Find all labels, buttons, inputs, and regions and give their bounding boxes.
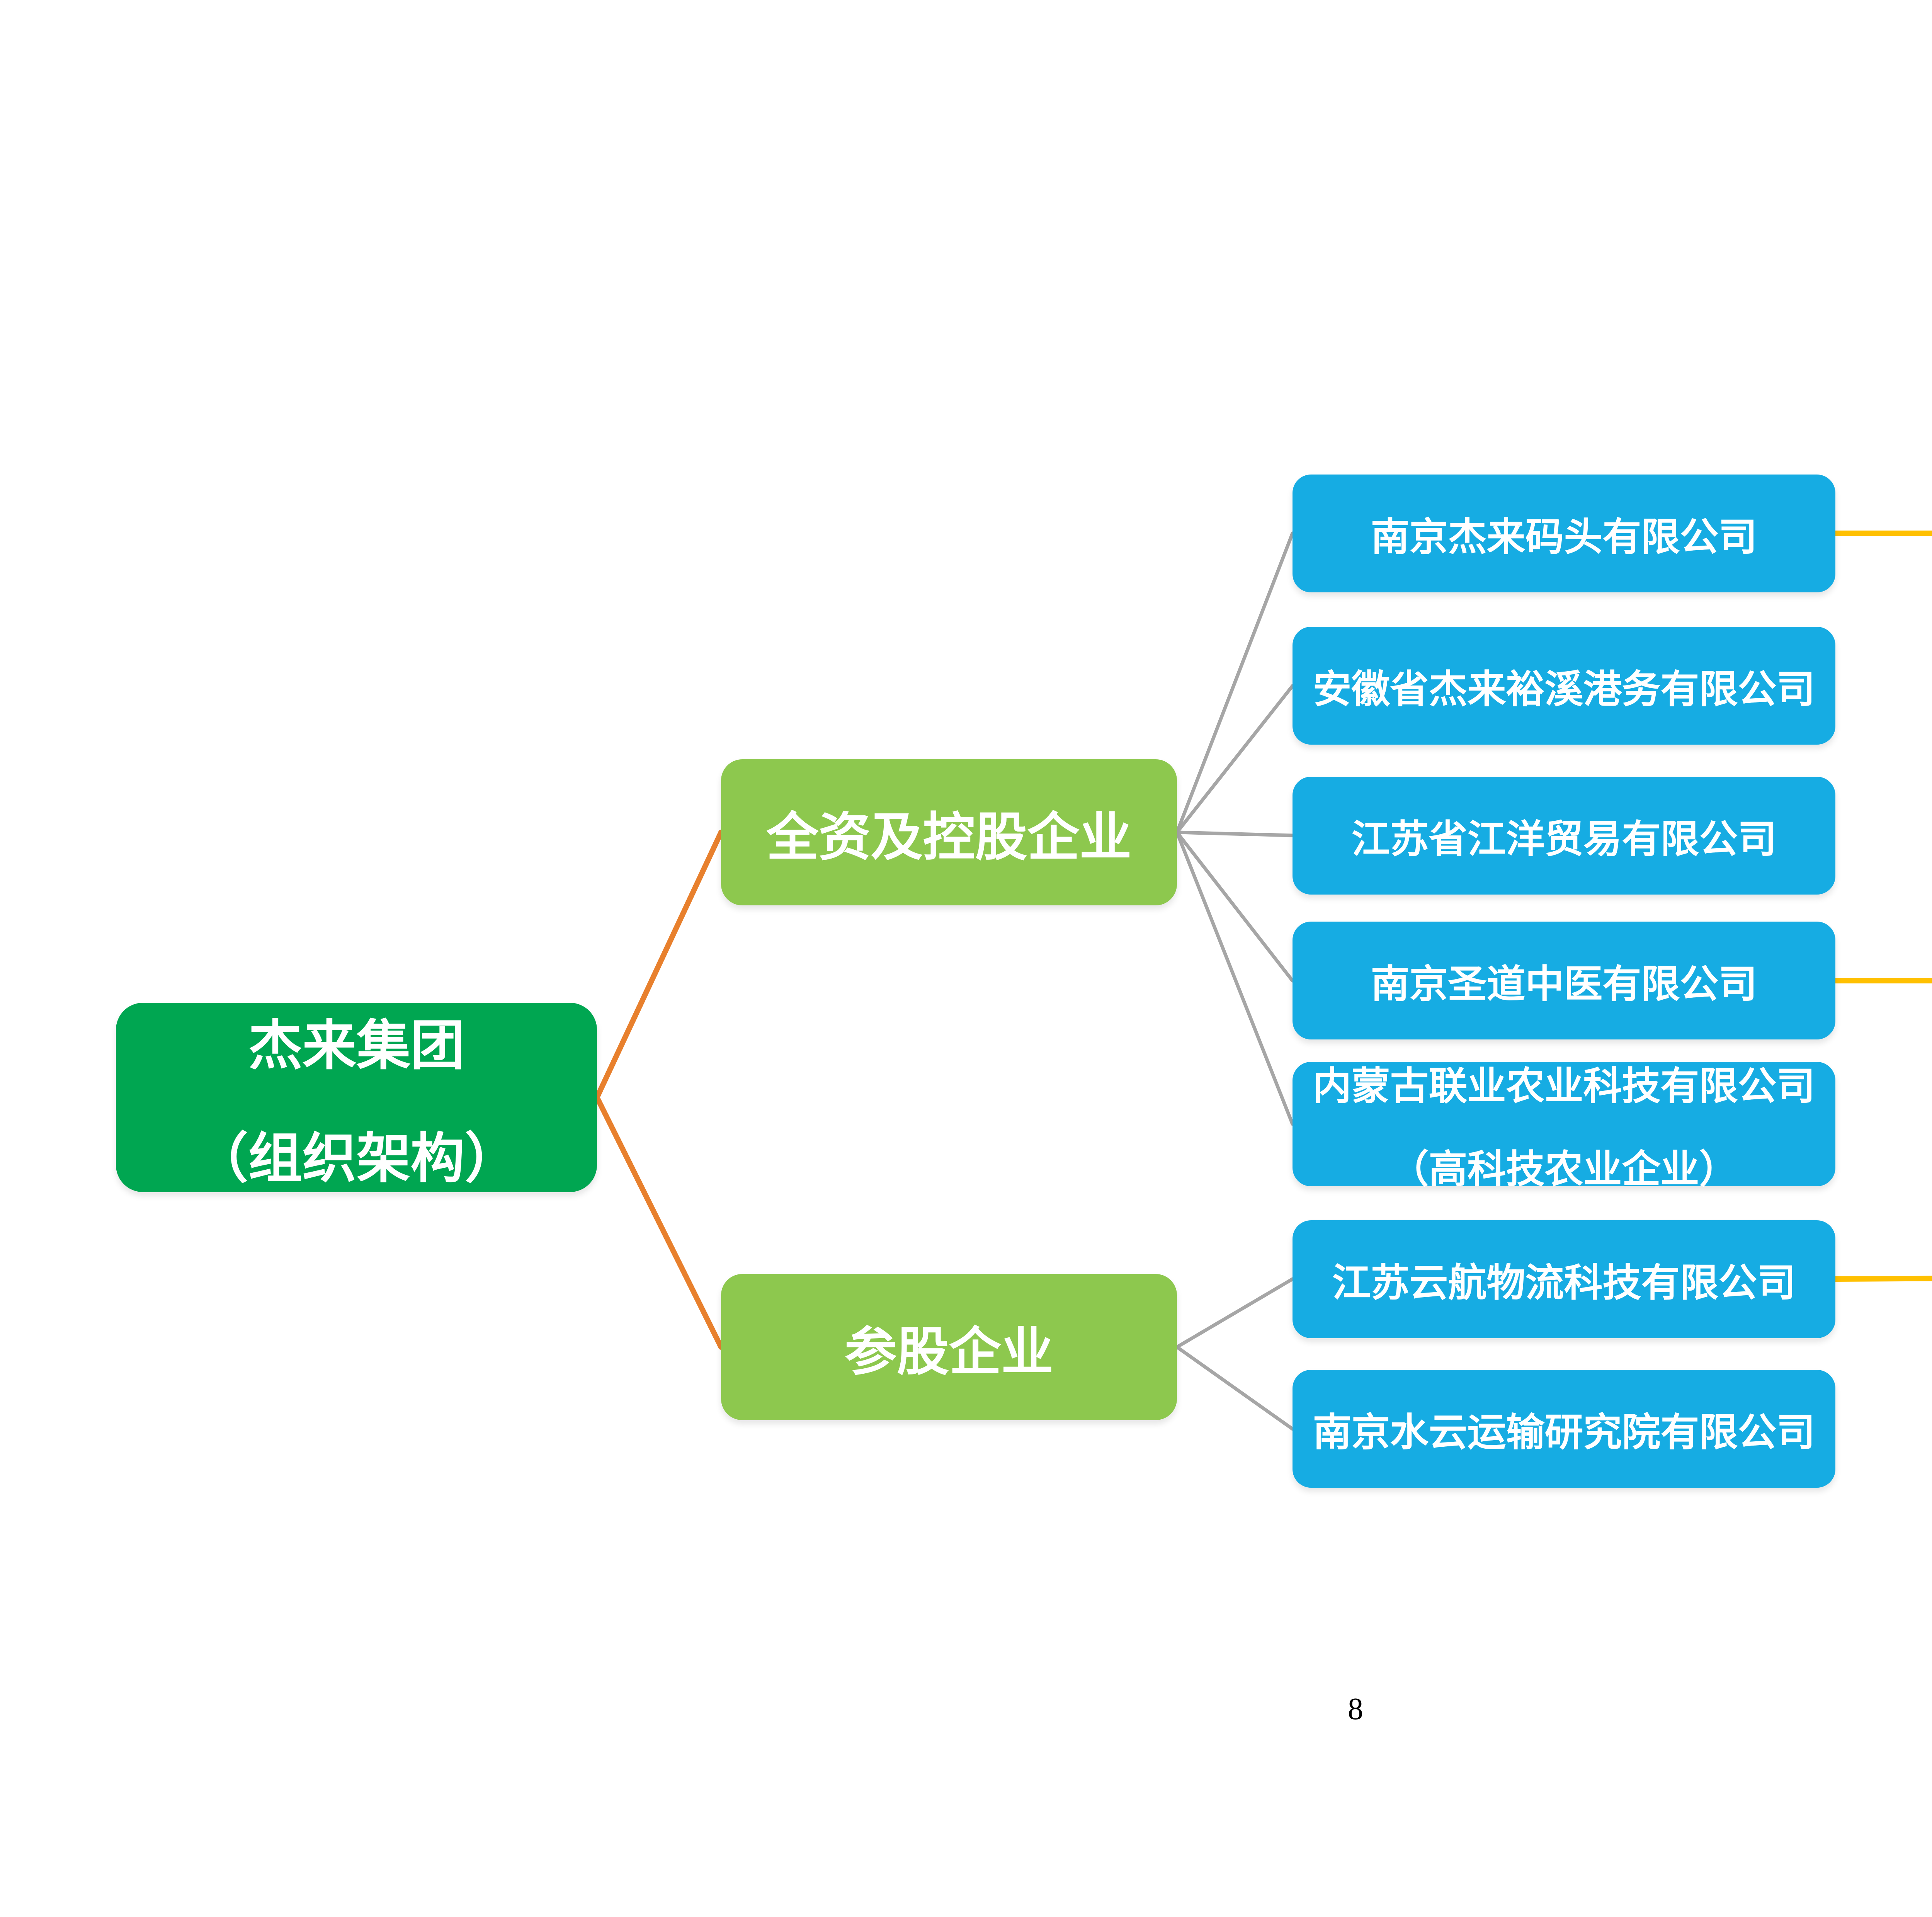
equity-group-label: 参股企业 <box>845 1323 1053 1381</box>
node-company-lianye-agri: 内蒙古联业农业科技有限公司 （高科技农业企业） <box>1293 1062 1835 1191</box>
node-holding-group: 全资及控股企业 <box>721 759 1177 905</box>
company-lianye-agri-label-line2: （高科技农业企业） <box>1390 1148 1738 1191</box>
company-shengdao-tcm-label: 南京圣道中医有限公司 <box>1371 963 1757 1006</box>
node-company-yuxi-port: 安徽省杰来裕溪港务有限公司 <box>1293 627 1835 745</box>
edge-holding-to-wharf <box>1175 531 1294 834</box>
company-jiangyang-trade-label: 江苏省江洋贸易有限公司 <box>1351 818 1777 861</box>
root-title-line1: 杰来集团 <box>248 1015 465 1076</box>
edge-holding-to-shengdao-tcm <box>1175 830 1294 983</box>
holding-group-label: 全资及控股企业 <box>766 808 1132 866</box>
root-title-line2: （组织架构） <box>194 1128 519 1189</box>
node-company-wharf: 南京杰来码头有限公司 <box>1293 475 1835 592</box>
company-lianye-agri-label-line1: 内蒙古联业农业科技有限公司 <box>1313 1065 1815 1108</box>
company-yuxi-port-label: 安徽省杰来裕溪港务有限公司 <box>1313 668 1815 711</box>
edge-root-to-equity-group <box>594 1095 724 1350</box>
node-company-jiangyang-trade: 江苏省江洋贸易有限公司 <box>1293 777 1835 895</box>
node-company-yunhang-logistics: 江苏云航物流科技有限公司 <box>1293 1220 1835 1338</box>
edge-holding-to-yuxi-port <box>1175 684 1294 834</box>
node-company-shengdao-tcm: 南京圣道中医有限公司 <box>1293 922 1835 1039</box>
edge-holding-to-jiangyang-trade <box>1175 830 1294 837</box>
edge-equity-to-yunhang-logistics <box>1175 1277 1294 1349</box>
edge-holding-to-lianye-agri <box>1175 830 1294 1126</box>
company-wharf-label: 南京杰来码头有限公司 <box>1371 515 1757 559</box>
edge-root-to-holding-group <box>594 830 724 1100</box>
company-yunhang-logistics-label: 江苏云航物流科技有限公司 <box>1332 1261 1796 1305</box>
node-equity-group: 参股企业 <box>721 1274 1177 1420</box>
node-root-group: 杰来集团 （组织架构） <box>116 1003 597 1192</box>
edge-yunhang-to-ehang-platform <box>1835 1276 1932 1282</box>
company-shuiyun-institute-label: 南京水云运输研究院有限公司 <box>1313 1411 1815 1454</box>
node-company-shuiyun-institute: 南京水云运输研究院有限公司 <box>1293 1370 1835 1488</box>
edge-equity-to-shuiyun-institute <box>1175 1345 1294 1431</box>
page-number: 8 <box>1348 1692 1363 1726</box>
